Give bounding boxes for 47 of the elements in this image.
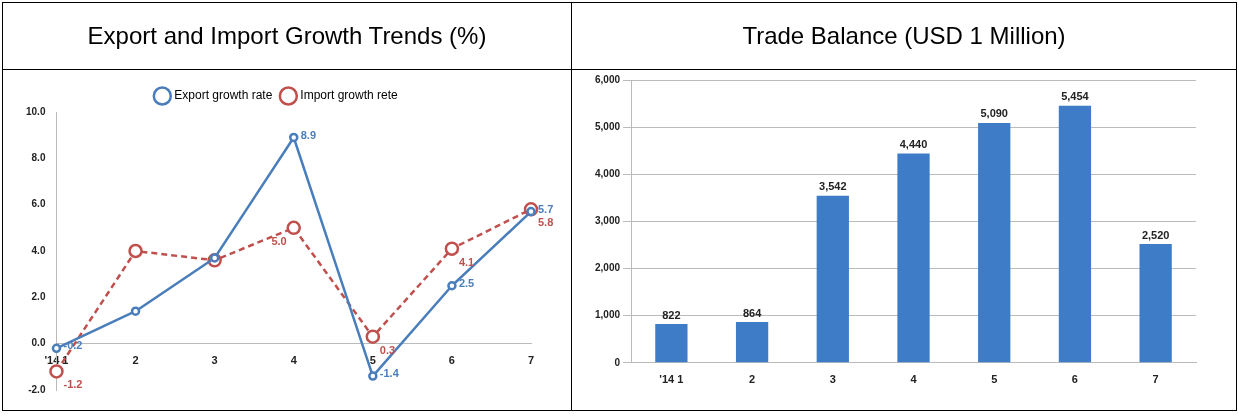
x-tick-label: 3 [829,373,836,386]
x-tick-label: 2 [132,354,139,367]
data-label: 5.7 [538,202,554,215]
x-tick-label: 7 [1152,373,1159,386]
x-tick-label: 6 [448,354,455,367]
data-label: -1.2 [63,378,83,391]
chart-title: Trade Balance (USD 1 Million) [571,2,1237,70]
y-tick-label: 6.0 [31,198,46,210]
data-label: 5.8 [538,216,554,229]
data-label: 822 [662,308,681,321]
x-tick-label: 6 [1071,373,1078,386]
x-tick-label: 7 [527,354,535,367]
y-tick-label: 3,000 [594,215,621,227]
y-tick-label: 2.0 [31,291,46,303]
y-tick-label: 2,000 [594,262,621,274]
data-label: 4.1 [458,255,475,268]
y-tick-label: 8.0 [31,152,46,164]
data-label: 5.0 [271,234,287,247]
data-label: 5,090 [980,107,1008,120]
data-label: 5,454 [1061,90,1090,103]
data-label: 4,440 [899,138,928,151]
x-tick-label: '14 1 [659,373,684,386]
y-tick-label: 4,000 [594,168,621,180]
data-label: 8.9 [300,128,317,141]
y-tick-label: 4.0 [31,244,46,256]
data-label: 3,542 [819,180,847,193]
x-tick-label: 5 [991,373,998,386]
y-tick-label: 5,000 [594,120,621,132]
legend-label: Export growth rate [174,88,273,103]
x-tick-label: 3 [211,354,218,367]
data-label: 0.3 [379,343,396,356]
legend-label: Import growth rete [300,88,399,103]
y-tick-label: 1,000 [594,309,621,321]
y-tick-label: 6,000 [594,73,621,85]
y-tick-label: 0 [614,356,621,368]
x-tick-label: 2 [749,373,756,386]
data-label: -1.4 [379,367,400,380]
y-tick-label: 10.0 [25,105,46,117]
x-tick-label: 4 [290,354,298,367]
y-tick-label: -2.0 [28,383,46,395]
chart-title: Export and Import Growth Trends (%) [2,2,572,70]
data-label: 864 [742,306,763,319]
data-label: 2,520 [1141,228,1170,241]
y-tick-label: 0.0 [31,337,46,349]
x-tick-label: 4 [910,373,918,386]
data-label: 2.5 [458,276,475,289]
x-tick-label: 5 [369,354,376,367]
